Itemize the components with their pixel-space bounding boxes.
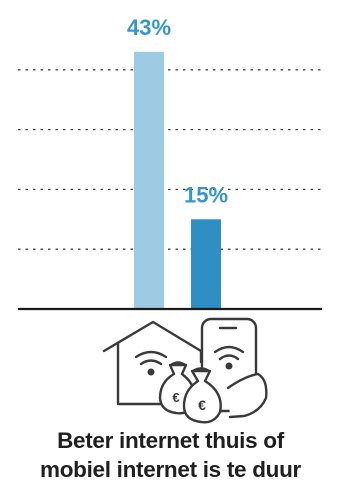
value-label-2: 15% xyxy=(184,182,228,207)
gridlines xyxy=(18,69,322,250)
money-bag-euro-icon: € € xyxy=(158,361,222,424)
value-labels: 43% 15% xyxy=(127,15,228,207)
chart-caption: Beter internet thuis of mobiel internet … xyxy=(0,426,341,484)
value-label-1: 43% xyxy=(127,15,171,40)
svg-text:€: € xyxy=(172,390,179,405)
svg-text:€: € xyxy=(198,397,206,413)
smartphone-wifi-icon xyxy=(200,317,268,419)
caption-line-2: mobiel internet is te duur xyxy=(40,457,301,482)
bar-2 xyxy=(191,219,221,309)
caption-line-1: Beter internet thuis of xyxy=(57,428,284,453)
bar-1 xyxy=(134,51,164,310)
bars xyxy=(134,51,221,310)
illustration: € € xyxy=(102,317,268,424)
